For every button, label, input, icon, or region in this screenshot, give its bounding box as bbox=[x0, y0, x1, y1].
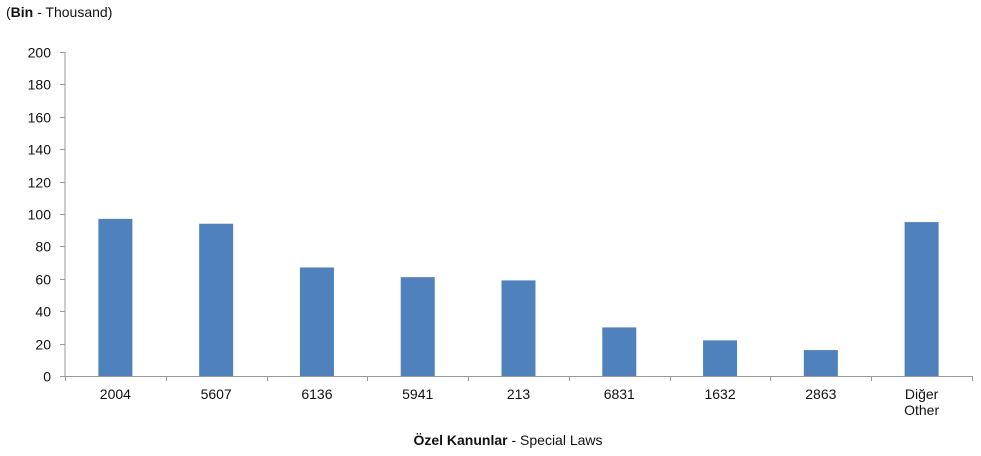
x-axis-title: Özel Kanunlar - Special Laws bbox=[413, 432, 602, 448]
x-tick-label: 2863 bbox=[805, 386, 836, 402]
unit-label: (Bin - Thousand) bbox=[6, 4, 112, 20]
bar bbox=[803, 350, 838, 376]
x-tick-label: 5607 bbox=[201, 386, 232, 402]
bar bbox=[602, 327, 637, 376]
bar bbox=[400, 277, 435, 376]
x-tick-label-line: 1632 bbox=[704, 386, 735, 402]
bar bbox=[501, 280, 536, 376]
x-tick-label-line: 2004 bbox=[100, 386, 131, 402]
x-tick-label-line: 6831 bbox=[604, 386, 635, 402]
unit-label-bold: Bin bbox=[11, 4, 34, 20]
x-tick-label-line: 213 bbox=[507, 386, 531, 402]
y-tick-label: 60 bbox=[35, 272, 51, 288]
x-axis-title-rest: - Special Laws bbox=[508, 432, 603, 448]
bar bbox=[703, 340, 738, 376]
bar bbox=[98, 218, 133, 376]
x-tick-label-line: Other bbox=[904, 402, 939, 418]
y-tick-label: 20 bbox=[35, 337, 51, 353]
x-axis: 2004 5607 6136 5941 213 6831 1632 2863 Diğer Othe… bbox=[65, 376, 973, 418]
y-tick-label: 40 bbox=[35, 304, 51, 320]
y-tick-label: 180 bbox=[28, 77, 52, 93]
x-tick-label: 6136 bbox=[301, 386, 332, 402]
x-tick-label-line: 5607 bbox=[201, 386, 232, 402]
x-tick-label: 213 bbox=[507, 386, 531, 402]
y-tick-label: 80 bbox=[35, 239, 51, 255]
x-tick-label-line: Diğer bbox=[905, 386, 939, 402]
bars bbox=[98, 218, 939, 376]
y-tick-label: 100 bbox=[28, 207, 52, 223]
bar bbox=[904, 222, 939, 376]
unit-label-rest: - Thousand bbox=[33, 4, 107, 20]
x-tick-label-line: 5941 bbox=[402, 386, 433, 402]
x-tick-label-line: 6136 bbox=[301, 386, 332, 402]
x-tick-label-line: 2863 bbox=[805, 386, 836, 402]
y-tick-label: 200 bbox=[28, 45, 52, 61]
x-tick-label: 1632 bbox=[704, 386, 735, 402]
x-axis-title-bold: Özel Kanunlar bbox=[413, 432, 508, 448]
y-tick-label: 160 bbox=[28, 110, 52, 126]
bar bbox=[299, 267, 334, 376]
bar bbox=[199, 223, 234, 376]
x-tick-label: 2004 bbox=[100, 386, 131, 402]
y-axis: 0 20 40 60 80 100 120 140 160 180 200 bbox=[28, 45, 66, 385]
y-tick-label: 0 bbox=[43, 369, 51, 385]
x-tick-label: 5941 bbox=[402, 386, 433, 402]
y-tick-label: 120 bbox=[28, 175, 52, 191]
y-tick-label: 140 bbox=[28, 142, 52, 158]
x-tick-label: Diğer Other bbox=[904, 386, 939, 418]
x-tick-label: 6831 bbox=[604, 386, 635, 402]
